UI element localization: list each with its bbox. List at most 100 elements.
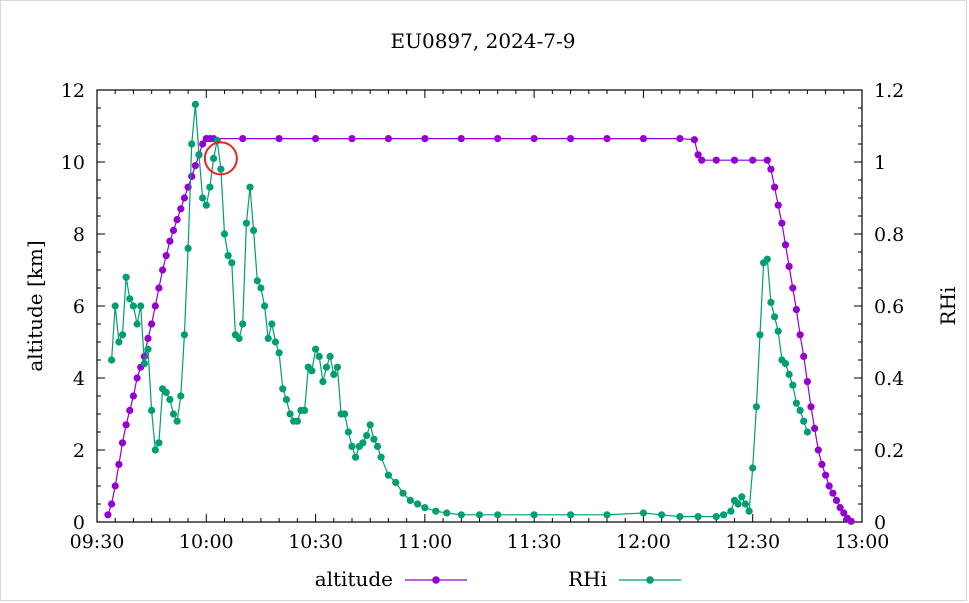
data-point-altitude [115,460,123,468]
data-point-rhi [406,496,414,504]
data-point-altitude [530,135,538,143]
data-point-rhi [126,295,134,303]
data-point-rhi [315,352,323,360]
x-tick-label: 10:00 [179,531,234,553]
data-point-rhi [144,345,152,353]
series-layer [104,100,855,525]
data-point-rhi [115,338,123,346]
x-tick-label: 13:00 [835,531,890,553]
data-point-rhi [129,302,137,310]
legend-label-altitude: altitude [315,567,393,591]
data-point-altitude [177,205,185,213]
data-point-rhi [191,100,199,108]
data-point-rhi [781,360,790,368]
data-point-rhi [370,435,378,443]
data-point-rhi [363,432,371,440]
x-tick-label: 11:30 [507,531,562,553]
data-point-altitude [133,374,141,382]
data-point-altitude [144,334,152,342]
data-point-rhi [344,428,352,436]
data-point-rhi [239,320,247,328]
data-point-rhi [261,302,269,310]
data-point-rhi [475,511,484,519]
data-point-altitude [188,172,196,180]
series-line-rhi [111,104,808,518]
data-point-altitude [126,406,134,414]
data-point-rhi [774,327,782,335]
y2-tick-label: 0 [874,512,886,534]
data-point-altitude [698,156,706,164]
data-point-rhi [286,410,294,418]
data-point-rhi [257,284,265,292]
data-point-rhi [796,406,804,414]
data-point-altitude [800,352,808,360]
data-point-rhi [322,363,331,371]
x-tick-label: 10:30 [288,531,343,553]
data-point-rhi [228,259,236,267]
data-point-rhi [694,513,702,521]
data-point-rhi [639,509,648,517]
legend: altitude RHi [315,567,681,591]
x-tick-label: 12:30 [725,531,780,553]
data-point-rhi [792,399,801,407]
data-point-rhi [217,165,225,173]
data-point-rhi [264,334,272,342]
data-point-rhi [749,464,757,472]
data-point-altitude [712,156,720,164]
data-point-rhi [111,302,119,310]
y-tick-label: 6 [73,296,85,318]
data-point-altitude [771,183,779,191]
data-point-rhi [246,183,254,191]
y2-tick-label: 1.2 [874,80,904,102]
data-point-altitude [118,439,127,447]
data-point-rhi [771,313,779,321]
data-point-rhi [789,381,797,389]
data-point-rhi [319,378,327,386]
data-point-rhi [399,489,407,497]
data-point-altitude [781,241,790,249]
data-point-altitude [836,504,844,512]
data-point-altitude [173,216,181,224]
data-point-rhi [712,513,720,521]
data-point-altitude [825,482,833,490]
data-point-rhi [803,428,812,436]
data-point-rhi [206,183,214,191]
data-point-altitude [312,135,320,143]
data-point-altitude [275,135,283,143]
y2-tick-label: 0.4 [874,368,904,390]
data-point-rhi [727,507,735,515]
data-point-altitude [457,135,465,143]
axis-ticks: 09:30 10:00 10:30 11:00 11:30 12:00 12:30 13:00… [61,80,904,553]
data-point-altitude [774,201,782,209]
data-point-rhi [530,511,538,519]
data-point-rhi [745,507,753,515]
data-point-rhi [377,453,385,461]
data-point-rhi [293,417,301,425]
data-point-rhi [326,352,334,360]
data-point-altitude [108,500,116,508]
data-point-rhi [155,439,163,447]
data-point-altitude [421,135,429,143]
data-point-altitude [829,489,837,497]
data-point-altitude [814,446,822,454]
y2-tick-label: 1 [874,152,886,174]
data-point-rhi [173,417,181,425]
data-point-rhi [202,201,210,209]
data-point-altitude [807,403,815,411]
data-point-altitude [199,140,207,148]
data-point-rhi [253,277,261,285]
data-point-rhi [658,511,666,519]
series-altitude [104,135,855,525]
legend-marker-rhi [646,576,654,584]
data-point-rhi [210,154,218,162]
data-point-rhi [785,370,793,378]
data-point-rhi [148,406,156,414]
data-point-altitude [847,517,855,525]
data-point-rhi [282,396,290,404]
data-point-rhi [271,338,280,346]
data-point-altitude [730,156,739,164]
data-point-rhi [457,511,465,519]
data-point-rhi [133,320,141,328]
